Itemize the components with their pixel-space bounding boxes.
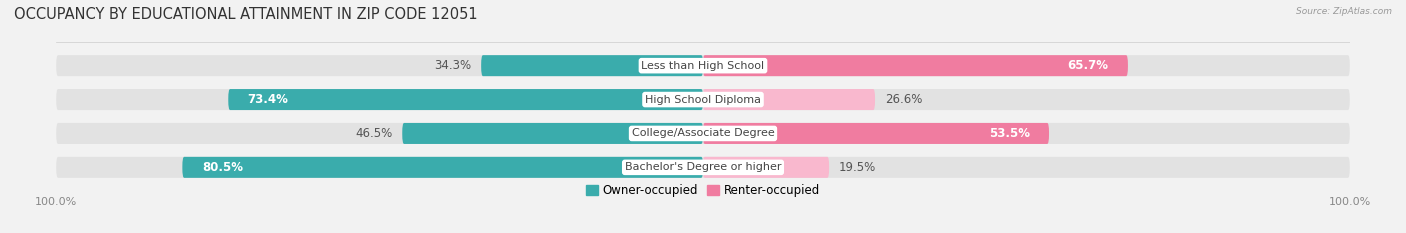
FancyBboxPatch shape <box>703 89 875 110</box>
Text: 80.5%: 80.5% <box>202 161 243 174</box>
FancyBboxPatch shape <box>183 157 703 178</box>
Text: 26.6%: 26.6% <box>884 93 922 106</box>
Text: 34.3%: 34.3% <box>434 59 471 72</box>
FancyBboxPatch shape <box>703 55 1128 76</box>
Legend: Owner-occupied, Renter-occupied: Owner-occupied, Renter-occupied <box>586 184 820 197</box>
Text: Bachelor's Degree or higher: Bachelor's Degree or higher <box>624 162 782 172</box>
Text: 73.4%: 73.4% <box>247 93 288 106</box>
Text: 53.5%: 53.5% <box>988 127 1029 140</box>
FancyBboxPatch shape <box>56 55 1350 76</box>
Text: College/Associate Degree: College/Associate Degree <box>631 128 775 138</box>
Text: 65.7%: 65.7% <box>1067 59 1108 72</box>
FancyBboxPatch shape <box>228 89 703 110</box>
FancyBboxPatch shape <box>56 89 1350 110</box>
Text: 46.5%: 46.5% <box>356 127 392 140</box>
FancyBboxPatch shape <box>703 123 1049 144</box>
FancyBboxPatch shape <box>481 55 703 76</box>
FancyBboxPatch shape <box>56 157 1350 178</box>
Text: 19.5%: 19.5% <box>839 161 876 174</box>
Text: OCCUPANCY BY EDUCATIONAL ATTAINMENT IN ZIP CODE 12051: OCCUPANCY BY EDUCATIONAL ATTAINMENT IN Z… <box>14 7 478 22</box>
Text: Less than High School: Less than High School <box>641 61 765 71</box>
FancyBboxPatch shape <box>402 123 703 144</box>
FancyBboxPatch shape <box>56 123 1350 144</box>
Text: Source: ZipAtlas.com: Source: ZipAtlas.com <box>1296 7 1392 16</box>
Text: High School Diploma: High School Diploma <box>645 95 761 105</box>
FancyBboxPatch shape <box>703 157 830 178</box>
